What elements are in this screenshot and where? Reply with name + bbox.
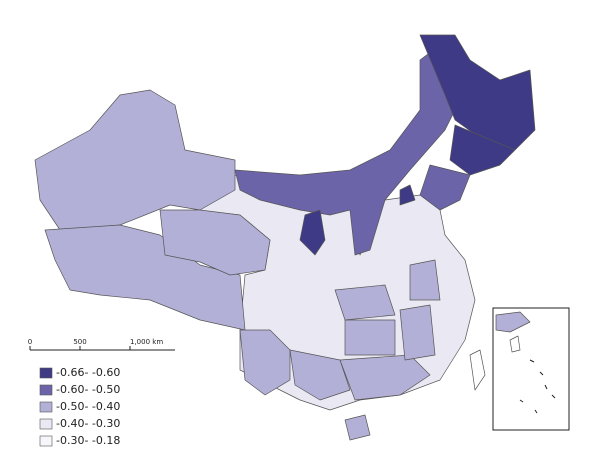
region <box>344 319 396 356</box>
legend-label: -0.66- -0.60 <box>56 366 120 379</box>
region <box>419 164 471 211</box>
legend-label: -0.60- -0.50 <box>56 383 120 396</box>
inset <box>492 307 570 431</box>
region <box>239 329 291 396</box>
inset-island <box>509 335 521 353</box>
legend-label: -0.50- -0.40 <box>56 400 120 413</box>
region <box>44 224 246 331</box>
taiwan <box>469 349 486 391</box>
inset-islands <box>519 359 556 414</box>
legend-label: -0.40- -0.30 <box>56 417 120 430</box>
scale-label: 0 <box>28 338 32 346</box>
legend-swatch <box>39 367 53 379</box>
region <box>419 34 536 151</box>
region <box>334 284 396 321</box>
legend-swatch <box>39 418 53 430</box>
legend-swatch <box>39 435 53 447</box>
region <box>339 354 431 401</box>
legend-swatch <box>39 384 53 396</box>
region <box>399 184 416 206</box>
regions <box>34 34 536 441</box>
inset-region <box>495 311 531 333</box>
region <box>449 124 516 176</box>
region <box>159 209 271 276</box>
region <box>399 304 436 361</box>
legend-swatch <box>39 401 53 413</box>
scale-bar: 0 500 1,000 km <box>28 338 175 351</box>
region <box>289 349 351 401</box>
region <box>299 209 326 256</box>
legend: -0.66- -0.60 -0.60- -0.50 -0.50- -0.40 -0.4… <box>39 366 120 447</box>
legend-label: -0.30- -0.18 <box>56 434 120 447</box>
region <box>234 44 461 256</box>
scale-label: 500 <box>73 338 86 346</box>
region <box>409 259 441 301</box>
region <box>344 414 371 441</box>
scale-label: 1,000 km <box>130 338 163 346</box>
